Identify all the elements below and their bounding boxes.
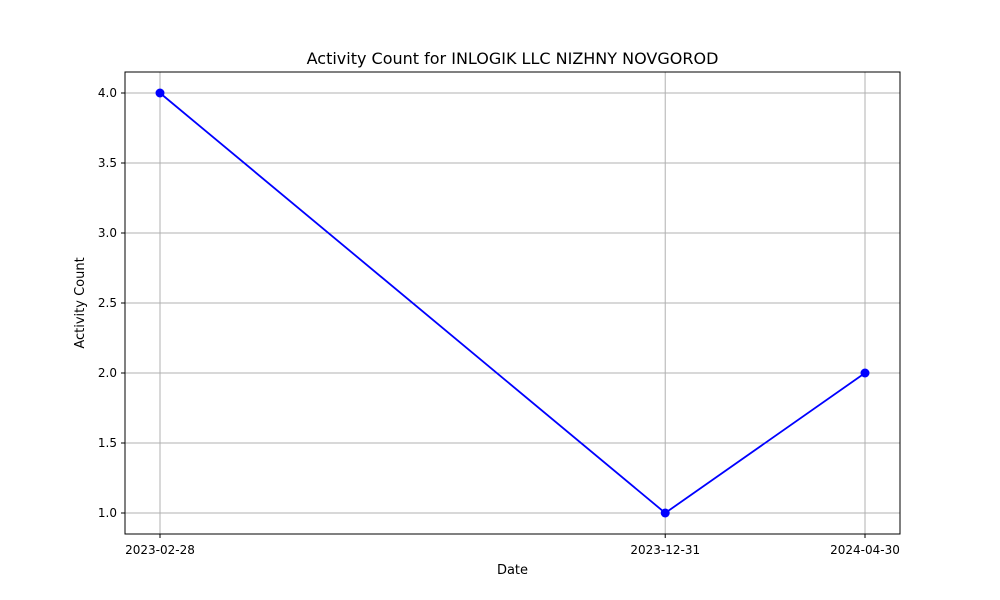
y-tick-label: 3.0 bbox=[98, 226, 117, 240]
data-point-marker bbox=[860, 368, 870, 378]
axis-ticks: 1.0 1.5 2.0 2.5 3.0 3.5 4.0 2023-02-28 2023-12-3… bbox=[98, 86, 900, 557]
y-tick-label: 2.0 bbox=[98, 366, 117, 380]
data-point-marker bbox=[155, 88, 165, 98]
data-point-marker bbox=[660, 508, 670, 518]
x-tick-label: 2023-12-31 bbox=[630, 543, 700, 557]
x-tick-label: 2024-04-30 bbox=[830, 543, 900, 557]
y-axis-label: Activity Count bbox=[73, 257, 88, 348]
y-tick-label: 4.0 bbox=[98, 86, 117, 100]
series-layer bbox=[155, 88, 870, 518]
y-tick-label: 1.0 bbox=[98, 506, 117, 520]
chart-title: Activity Count for INLOGIK LLC NIZHNY NO… bbox=[307, 49, 719, 68]
x-tick-label: 2023-02-28 bbox=[125, 543, 195, 557]
grid bbox=[125, 72, 900, 534]
y-tick-label: 2.5 bbox=[98, 296, 117, 310]
y-tick-label: 1.5 bbox=[98, 436, 117, 450]
y-tick-label: 3.5 bbox=[98, 156, 117, 170]
x-axis-label: Date bbox=[497, 563, 528, 578]
